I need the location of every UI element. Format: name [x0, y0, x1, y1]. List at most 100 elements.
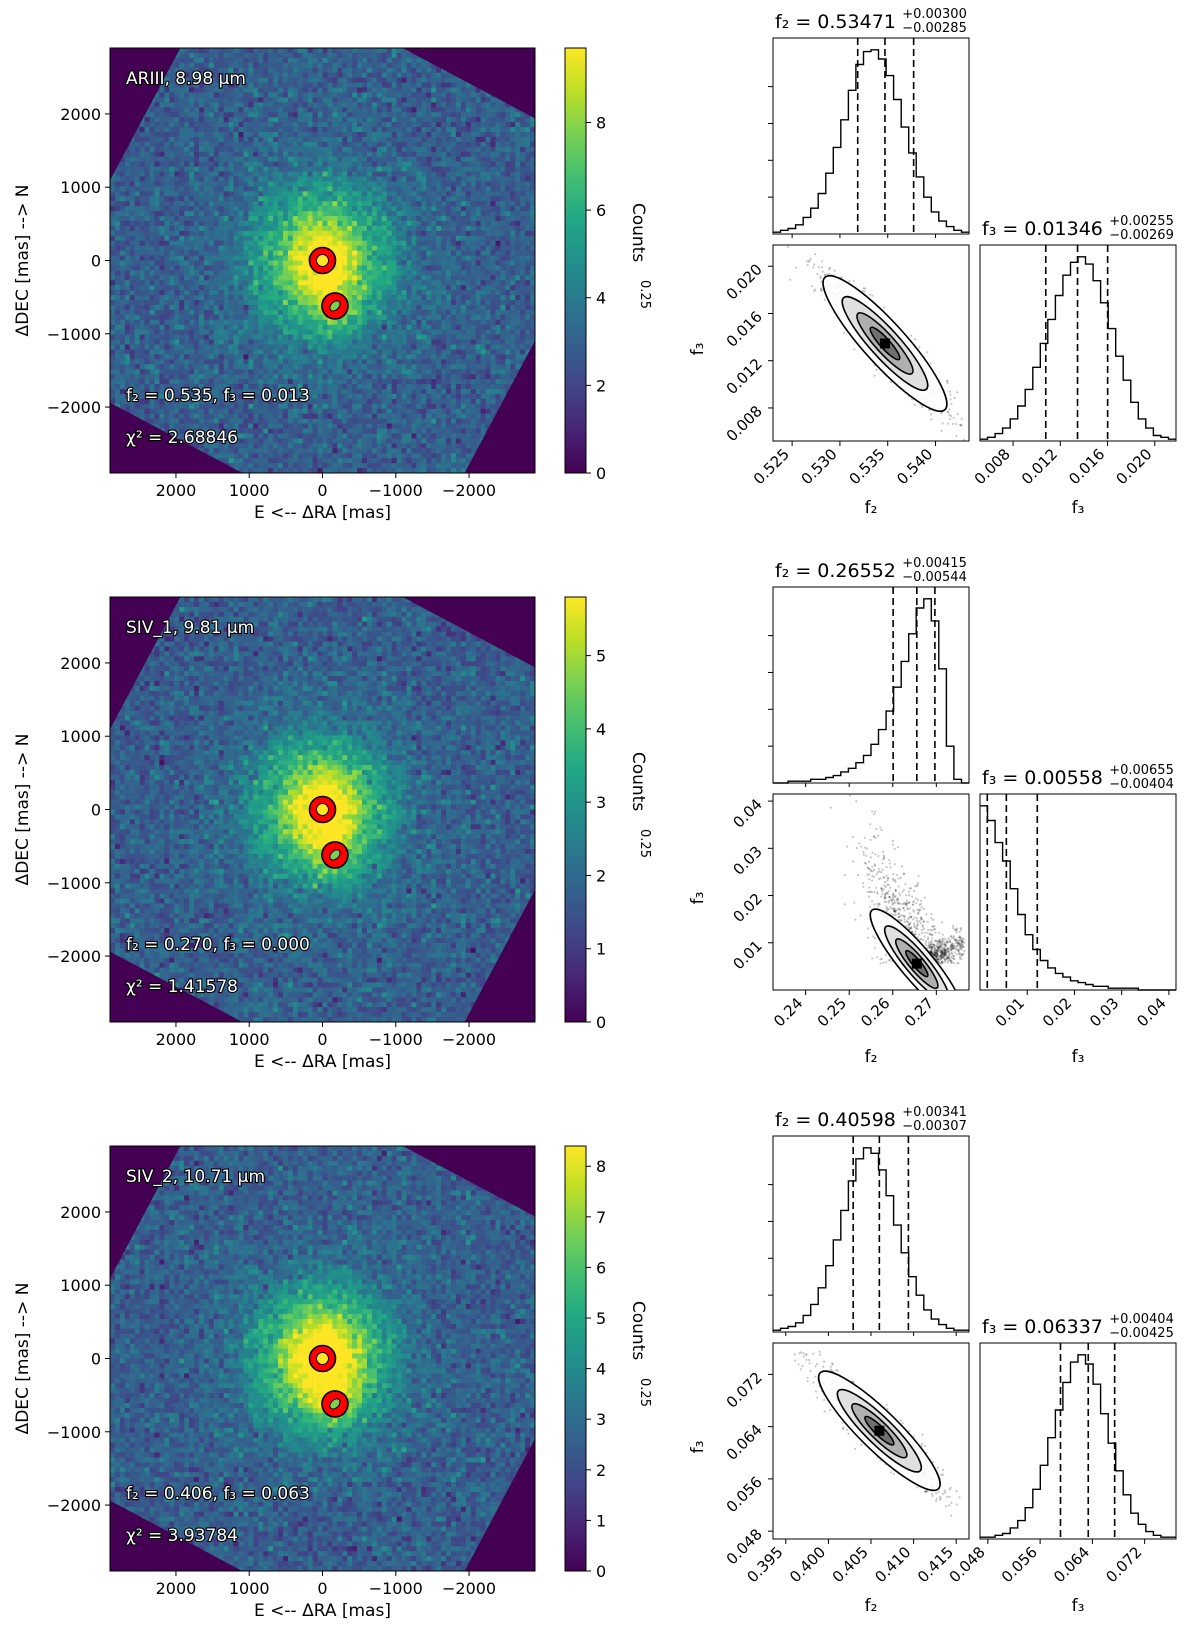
- pixel: [347, 314, 353, 321]
- pixel: [203, 72, 210, 78]
- pixel: [357, 314, 363, 321]
- pixel: [258, 359, 264, 365]
- pixel: [228, 309, 234, 316]
- pixel: [347, 364, 353, 370]
- pixel: [307, 132, 313, 138]
- pixel: [248, 384, 254, 390]
- pixel: [292, 245, 299, 251]
- pixel: [164, 369, 170, 375]
- pixel: [292, 107, 299, 113]
- pixel: [223, 319, 229, 326]
- pixel: [337, 122, 343, 128]
- pixel: [342, 245, 348, 251]
- pixel: [352, 453, 358, 459]
- pixel: [253, 216, 259, 222]
- pixel: [342, 77, 348, 83]
- pixel: [381, 324, 388, 330]
- pixel: [218, 191, 224, 197]
- pixel: [302, 344, 308, 350]
- pixel: [218, 57, 224, 64]
- pixel: [110, 216, 116, 222]
- pixel: [213, 354, 220, 360]
- pixel: [366, 176, 373, 182]
- pixel: [243, 280, 249, 286]
- pixel: [292, 57, 299, 64]
- pixel: [154, 319, 160, 326]
- pixel: [347, 359, 353, 365]
- pixel: [114, 359, 121, 365]
- pixel: [223, 161, 229, 167]
- pixel: [184, 285, 190, 291]
- pixel: [352, 280, 358, 286]
- pixel: [110, 181, 116, 187]
- pixel: [317, 206, 323, 212]
- pixel: [292, 191, 299, 197]
- pixel: [391, 364, 397, 370]
- pixel: [184, 122, 190, 128]
- pixel: [149, 354, 155, 360]
- pixel: [322, 433, 328, 439]
- pixel: [238, 122, 244, 128]
- pixel: [154, 176, 160, 182]
- pixel: [322, 413, 328, 419]
- pixel: [292, 304, 299, 311]
- pixel: [218, 156, 224, 162]
- pixel: [391, 181, 397, 187]
- pixel: [327, 186, 333, 192]
- pixel: [302, 393, 308, 400]
- pixel: [371, 77, 378, 83]
- pixel: [342, 211, 348, 217]
- pixel: [243, 136, 249, 143]
- pixel: [287, 275, 294, 281]
- pixel: [208, 260, 215, 266]
- pixel: [233, 433, 239, 439]
- pixel: [302, 359, 308, 365]
- pixel: [179, 216, 185, 222]
- pixel: [164, 122, 170, 128]
- pixel: [278, 87, 284, 93]
- pixel: [184, 339, 190, 345]
- pixel: [332, 87, 338, 93]
- pixel: [233, 329, 239, 335]
- pixel: [189, 339, 195, 345]
- pixel: [253, 87, 259, 93]
- pixel: [391, 393, 397, 400]
- pixel: [297, 166, 304, 172]
- pixel: [189, 161, 195, 167]
- pixel: [381, 166, 388, 172]
- pixel: [268, 314, 274, 321]
- pixel: [381, 295, 388, 301]
- pixel: [381, 235, 388, 242]
- pixel: [292, 102, 299, 108]
- pixel: [194, 107, 200, 113]
- pixel: [243, 171, 249, 177]
- pixel: [282, 136, 289, 143]
- pixel: [307, 146, 313, 153]
- pixel: [243, 300, 249, 306]
- pixel: [337, 324, 343, 330]
- pixel: [317, 384, 323, 390]
- pixel: [332, 117, 338, 123]
- pixel: [297, 196, 304, 202]
- pixel: [366, 72, 373, 78]
- pixel: [159, 369, 165, 375]
- pixel: [371, 275, 378, 281]
- pixel: [184, 216, 190, 222]
- pixel: [253, 334, 259, 340]
- pixel: [278, 468, 284, 474]
- pixel: [312, 67, 318, 74]
- pixel: [302, 77, 308, 83]
- pixel: [317, 438, 323, 444]
- pixel: [352, 117, 358, 123]
- pixel: [154, 171, 160, 177]
- pixel: [208, 304, 215, 311]
- pixel: [233, 48, 239, 54]
- pixel: [352, 225, 358, 232]
- pixel: [114, 309, 121, 316]
- pixel: [287, 453, 294, 459]
- pixel: [391, 132, 397, 138]
- pixel: [282, 245, 289, 251]
- pixel: [159, 132, 165, 138]
- pixel: [159, 181, 165, 187]
- pixel: [198, 423, 205, 429]
